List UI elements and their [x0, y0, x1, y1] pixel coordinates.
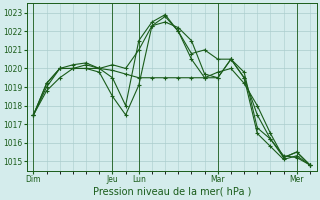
X-axis label: Pression niveau de la mer( hPa ): Pression niveau de la mer( hPa )	[92, 187, 251, 197]
